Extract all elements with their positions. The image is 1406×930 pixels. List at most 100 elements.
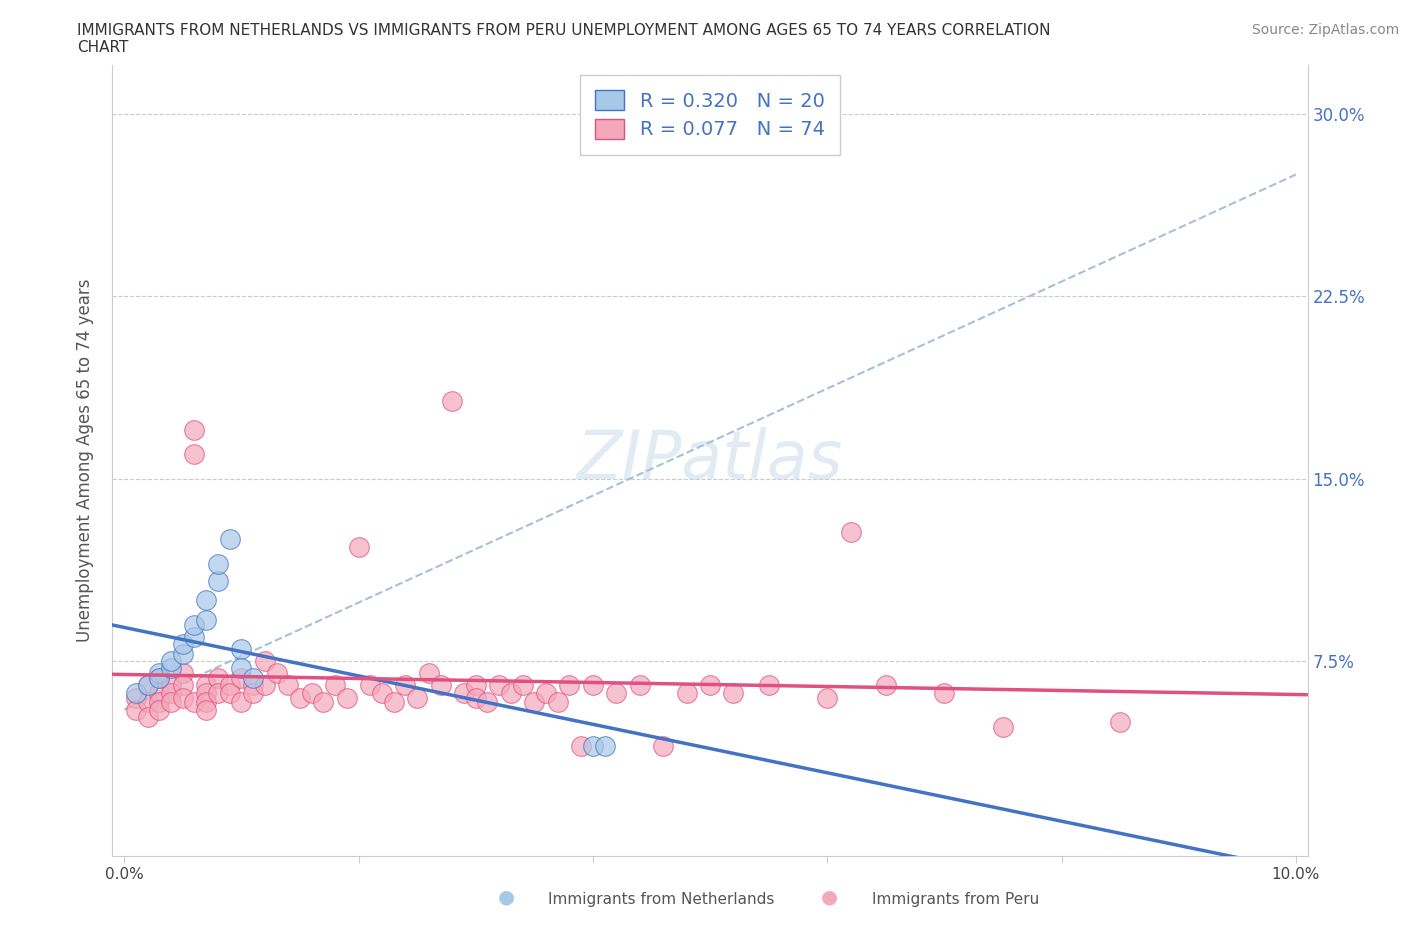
Point [183, 618, 205, 632]
Point [160, 654, 183, 669]
Point [195, 695, 218, 710]
Text: ●: ● [821, 887, 838, 906]
Text: Immigrants from Netherlands: Immigrants from Netherlands [548, 892, 775, 907]
Point [125, 702, 148, 717]
Point [172, 666, 194, 681]
Point [207, 671, 229, 685]
Point [183, 630, 205, 644]
Point [195, 702, 218, 717]
Point [207, 556, 229, 571]
Point [547, 695, 569, 710]
Point [464, 678, 486, 693]
Point [934, 685, 956, 700]
Point [160, 695, 183, 710]
Point [148, 671, 170, 685]
Point [253, 654, 276, 669]
Point [534, 685, 557, 700]
Point [301, 685, 323, 700]
Point [441, 393, 464, 408]
Point [148, 695, 170, 710]
Point [464, 690, 486, 705]
Point [242, 671, 264, 685]
Point [231, 671, 253, 685]
Point [231, 695, 253, 710]
Point [195, 612, 218, 627]
Point [323, 678, 346, 693]
Point [523, 695, 546, 710]
Text: Source: ZipAtlas.com: Source: ZipAtlas.com [1251, 23, 1399, 37]
Point [242, 685, 264, 700]
Legend: R = 0.320   N = 20, R = 0.077   N = 74: R = 0.320 N = 20, R = 0.077 N = 74 [579, 74, 841, 154]
Point [136, 710, 159, 724]
Point [136, 678, 159, 693]
Point [499, 685, 522, 700]
Point [195, 678, 218, 693]
Text: ZIPatlas: ZIPatlas [576, 428, 844, 493]
Point [231, 661, 253, 676]
Point [195, 592, 218, 607]
Text: Immigrants from Peru: Immigrants from Peru [872, 892, 1039, 907]
Point [488, 678, 510, 693]
Point [569, 738, 592, 753]
Point [242, 678, 264, 693]
Point [266, 666, 288, 681]
Point [512, 678, 534, 693]
Point [172, 636, 194, 651]
Point [218, 532, 240, 547]
Point [394, 678, 416, 693]
Text: IMMIGRANTS FROM NETHERLANDS VS IMMIGRANTS FROM PERU UNEMPLOYMENT AMONG AGES 65 T: IMMIGRANTS FROM NETHERLANDS VS IMMIGRANT… [77, 23, 1050, 38]
Point [183, 446, 205, 461]
Point [406, 690, 429, 705]
Point [207, 573, 229, 588]
Point [558, 678, 581, 693]
Point [758, 678, 780, 693]
Point [839, 525, 862, 539]
Point [183, 695, 205, 710]
Point [991, 719, 1014, 734]
Point [231, 642, 253, 657]
Point [312, 695, 335, 710]
Point [125, 685, 148, 700]
Text: CHART: CHART [77, 40, 129, 55]
Point [815, 690, 838, 705]
Point [160, 678, 183, 693]
Point [148, 702, 170, 717]
Point [207, 685, 229, 700]
Point [183, 422, 205, 437]
Point [628, 678, 651, 693]
Point [136, 678, 159, 693]
Point [136, 695, 159, 710]
Point [160, 661, 183, 676]
Point [582, 678, 605, 693]
Point [218, 678, 240, 693]
Point [429, 678, 451, 693]
Point [652, 738, 675, 753]
Point [675, 685, 697, 700]
Point [218, 685, 240, 700]
Point [382, 695, 405, 710]
Point [195, 685, 218, 700]
Point [477, 695, 499, 710]
Point [148, 685, 170, 700]
Point [699, 678, 721, 693]
Point [125, 690, 148, 705]
Point [453, 685, 475, 700]
Point [582, 738, 605, 753]
Point [875, 678, 897, 693]
Point [359, 678, 381, 693]
Point [160, 685, 183, 700]
Point [148, 671, 170, 685]
Point [253, 678, 276, 693]
Point [723, 685, 745, 700]
Point [172, 646, 194, 661]
Point [277, 678, 299, 693]
Text: ●: ● [498, 887, 515, 906]
Point [347, 539, 370, 554]
Point [605, 685, 627, 700]
Point [371, 685, 394, 700]
Y-axis label: Unemployment Among Ages 65 to 74 years: Unemployment Among Ages 65 to 74 years [76, 279, 94, 642]
Point [593, 738, 616, 753]
Point [172, 690, 194, 705]
Point [148, 666, 170, 681]
Point [172, 678, 194, 693]
